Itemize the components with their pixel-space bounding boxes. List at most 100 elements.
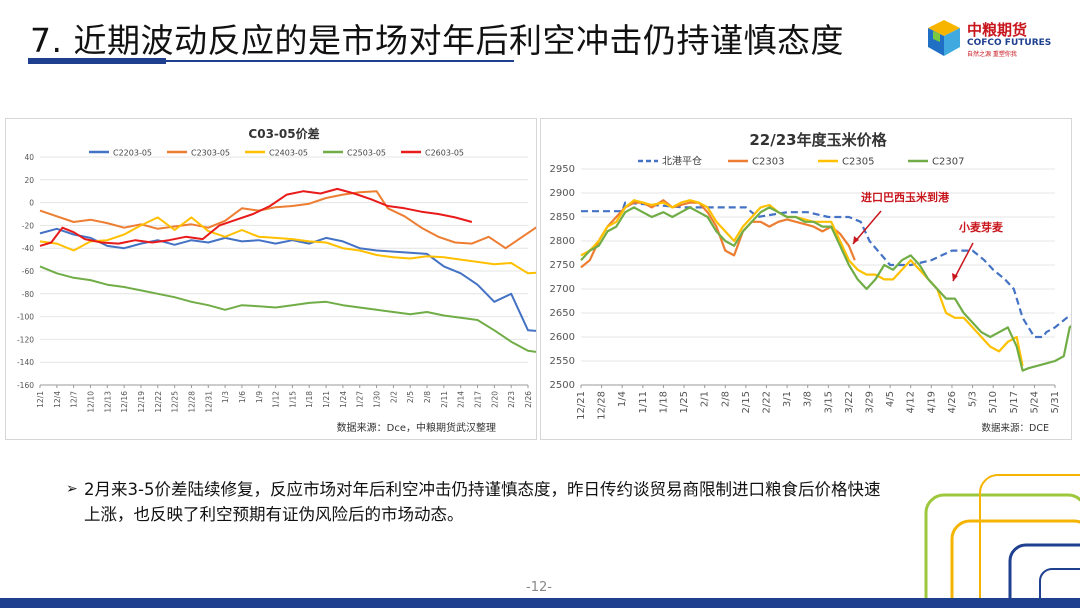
company-logo: 中粮期货 COFCO FUTURES 自然之源 重塑你我 xyxy=(925,18,1055,60)
legend-label-C2303: C2303 xyxy=(752,157,784,168)
x-tick-label: 1/11 xyxy=(638,391,649,413)
chart-title: C03-05价差 xyxy=(248,126,319,141)
logo-name-cn: 中粮期货 xyxy=(967,21,1028,39)
y-tick-label: 2500 xyxy=(550,380,575,391)
x-tick-label: 2/23 xyxy=(507,391,516,408)
x-tick-label: 2/1 xyxy=(700,391,711,407)
x-tick-label: 1/24 xyxy=(339,391,348,408)
legend-label-C2403-05: C2403-05 xyxy=(269,149,308,158)
x-tick-label: 3/22 xyxy=(844,391,855,413)
legend-label-C2503-05: C2503-05 xyxy=(347,149,386,158)
legend-label-C2305: C2305 xyxy=(842,157,874,168)
legend-label-北港平仓: 北港平仓 xyxy=(662,155,702,168)
annotation-arrow-wheat-sprout xyxy=(952,242,974,282)
slide-title: 7. 近期波动反应的是市场对年后利空冲击仍持谨慎态度 xyxy=(30,21,844,60)
y-tick-label: -140 xyxy=(17,358,34,367)
x-tick-label: 1/21 xyxy=(322,391,331,408)
page-number: -12- xyxy=(526,580,552,595)
series-line-C2303-05 xyxy=(39,190,536,250)
x-tick-label: 5/10 xyxy=(988,391,999,413)
corn-price-chart-panel: 22/23年度玉米价格北港平仓 C2303 C2305 C2307 2950 2900 28… xyxy=(540,118,1072,440)
x-tick-label: 2/20 xyxy=(490,391,499,408)
x-tick-label: 12/1 xyxy=(36,391,45,408)
series-line-北港平仓 xyxy=(581,201,1071,339)
annotation-arrowhead-brazil-corn xyxy=(853,236,859,244)
series-line-C2603-05 xyxy=(39,187,473,247)
x-tick-label: 12/16 xyxy=(120,391,129,413)
annotation-arrow-brazil-corn xyxy=(852,210,882,245)
title-underline-thin xyxy=(166,60,514,62)
x-tick-label: 2/2 xyxy=(389,391,398,403)
y-tick-label: -100 xyxy=(17,313,34,322)
y-tick-label: 40 xyxy=(24,153,34,162)
chart-source: 数据来源：Dce，中粮期货武汉整理 xyxy=(337,421,496,434)
x-tick-label: 5/17 xyxy=(1009,391,1020,413)
commentary-bullet: ➢ 2月来3-5价差陆续修复，反应市场对年后利空冲击仍持谨慎态度，昨日传约谈贸易… xyxy=(66,477,896,527)
x-tick-label: 1/3 xyxy=(221,391,230,403)
y-tick-label: 2850 xyxy=(550,212,575,223)
x-tick-label: 2/17 xyxy=(474,391,483,408)
x-tick-label: 12/28 xyxy=(597,391,608,420)
x-tick-label: 4/5 xyxy=(885,391,896,407)
x-tick-label: 2/8 xyxy=(720,391,731,407)
y-tick-label: 2750 xyxy=(550,260,575,271)
annotation-wheat-sprout: 小麦芽麦 xyxy=(958,220,1004,234)
x-tick-label: 12/7 xyxy=(70,391,79,408)
x-tick-label: 3/29 xyxy=(865,391,876,413)
y-tick-label: 2800 xyxy=(550,236,575,247)
footer-bar xyxy=(0,598,1080,608)
y-tick-label: 2900 xyxy=(550,188,575,199)
annotation-brazil-corn: 进口巴西玉米到港 xyxy=(861,190,950,204)
y-tick-label: 0 xyxy=(29,199,34,208)
x-tick-label: 2/14 xyxy=(457,391,466,408)
y-tick-label: 20 xyxy=(24,176,34,185)
y-tick-label: 2950 xyxy=(550,164,575,175)
bullet-arrow-icon: ➢ xyxy=(66,481,78,497)
x-tick-label: 4/26 xyxy=(947,391,958,413)
x-tick-label: 1/15 xyxy=(288,391,297,408)
x-tick-label: 12/22 xyxy=(154,391,163,413)
x-tick-label: 1/27 xyxy=(356,391,365,408)
x-tick-label: 12/4 xyxy=(53,391,62,408)
series-line-C2403-05 xyxy=(39,216,536,275)
x-tick-label: 3/1 xyxy=(782,391,793,407)
legend-label-C2203-05: C2203-05 xyxy=(113,149,152,158)
x-tick-label: 3/8 xyxy=(803,391,814,407)
decorative-corner-lines xyxy=(924,474,1080,605)
y-tick-label: -40 xyxy=(22,244,34,253)
x-tick-label: 2/26 xyxy=(524,391,533,408)
x-tick-label: 1/12 xyxy=(272,391,281,408)
y-tick-label: -80 xyxy=(22,290,34,299)
x-tick-label: 12/10 xyxy=(86,391,95,413)
y-tick-label: 2700 xyxy=(550,284,575,295)
spread-chart-panel: C03-05价差 C2203-05 C2303-05 C2403-05 C2503-05… xyxy=(5,118,537,440)
annotation-arrowhead-wheat-sprout xyxy=(952,273,958,281)
y-tick-label: 2600 xyxy=(550,332,575,343)
x-tick-label: 1/30 xyxy=(373,391,382,408)
x-tick-label: 12/31 xyxy=(204,391,213,413)
x-tick-label: 2/15 xyxy=(741,391,752,413)
x-tick-label: 5/24 xyxy=(1029,391,1040,413)
chart-title: 22/23年度玉米价格 xyxy=(749,131,887,149)
x-tick-label: 4/19 xyxy=(926,391,937,413)
x-tick-label: 2/11 xyxy=(440,391,449,408)
y-tick-label: -60 xyxy=(22,267,34,276)
cube-logo-icon xyxy=(928,20,960,56)
x-tick-label: 12/28 xyxy=(187,391,196,413)
series-line-C2307 xyxy=(580,206,1071,372)
series-line-C2503-05 xyxy=(39,265,536,353)
title-underline-thick xyxy=(28,58,166,64)
y-tick-label: 2550 xyxy=(550,356,575,367)
x-tick-label: 12/19 xyxy=(137,391,146,413)
logo-slogan: 自然之源 重塑你我 xyxy=(967,51,1017,58)
x-tick-label: 12/13 xyxy=(103,391,112,413)
legend-label-C2303-05: C2303-05 xyxy=(191,149,230,158)
legend-label-C2307: C2307 xyxy=(932,157,964,168)
x-tick-label: 5/31 xyxy=(1050,391,1061,413)
x-tick-label: 3/15 xyxy=(823,391,834,413)
y-tick-label: -120 xyxy=(17,335,34,344)
y-tick-label: 2650 xyxy=(550,308,575,319)
spread-chart: C03-05价差 C2203-05 C2303-05 C2403-05 C2503-05… xyxy=(17,126,536,434)
x-tick-label: 2/22 xyxy=(761,391,772,413)
